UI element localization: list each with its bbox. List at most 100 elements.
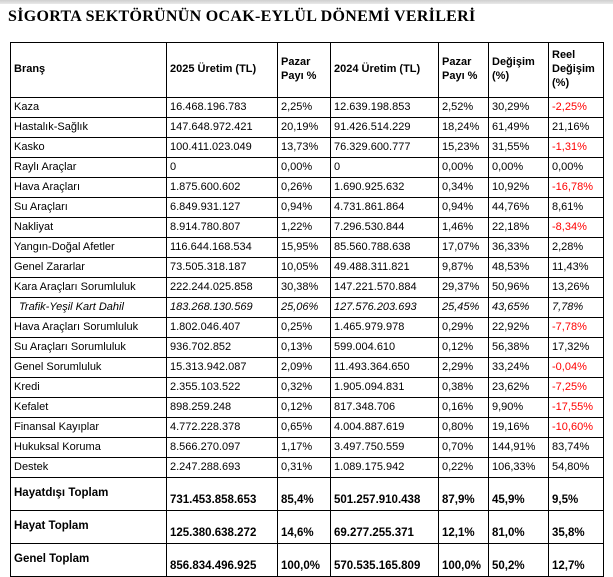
- table-row: Hukuksal Koruma 8.566.270.097 1,17% 3.497.7…: [10, 437, 604, 458]
- value-cell: 11,43%: [548, 257, 604, 278]
- value-cell: 127.576.203.693: [330, 297, 439, 318]
- value-cell: 83,74%: [548, 437, 604, 458]
- branch-name-cell: Kefalet: [10, 397, 167, 418]
- value-cell: 14,6%: [277, 510, 331, 544]
- branch-name-cell: Hukuksal Koruma: [10, 437, 167, 458]
- value-cell: 9,90%: [488, 397, 549, 418]
- value-cell: 85,4%: [277, 477, 331, 511]
- value-cell: 0,80%: [438, 417, 489, 438]
- value-cell: 50,2%: [488, 543, 549, 577]
- value-cell: 61,49%: [488, 117, 549, 138]
- value-cell: 106,33%: [488, 457, 549, 478]
- value-cell: 21,16%: [548, 117, 604, 138]
- value-cell: 48,53%: [488, 257, 549, 278]
- branch-name-cell: Kara Araçları Sorumluluk: [10, 277, 167, 298]
- table-body: Kaza 16.468.196.783 2,25% 12.639.198.853 2,5…: [10, 97, 604, 577]
- value-cell: 2,25%: [277, 97, 331, 118]
- table-row: Hayat Toplam 125.380.638.272 14,6% 69.277.2…: [10, 510, 604, 544]
- table-row: Genel Zararlar 73.505.318.187 10,05% 49.488…: [10, 257, 604, 278]
- branch-name-cell: Hava Araçları: [10, 177, 167, 198]
- value-cell: 0,94%: [277, 197, 331, 218]
- value-cell: 7,78%: [548, 297, 604, 318]
- branch-name-cell: Finansal Kayıplar: [10, 417, 167, 438]
- value-cell: 0: [330, 157, 439, 178]
- value-cell: 0,12%: [277, 397, 331, 418]
- value-cell: 731.453.858.653: [166, 477, 278, 511]
- value-cell: 8.914.780.807: [166, 217, 278, 238]
- table-row: Hava Araçları Sorumluluk 1.802.046.407 0,2…: [10, 317, 604, 338]
- table-row: Finansal Kayıplar 4.772.228.378 0,65% 4.004…: [10, 417, 604, 438]
- value-cell: 15,95%: [277, 237, 331, 258]
- table-row: Kasko 100.411.023.049 13,73% 76.329.600.777…: [10, 137, 604, 158]
- insurance-data-table: Branş 2025 Üretim (TL) Pazar Payı % 2024 Ür…: [10, 42, 604, 577]
- branch-name-cell: Kaza: [10, 97, 167, 118]
- value-cell: 0,12%: [438, 337, 489, 358]
- branch-name-cell: Hayatdışı Toplam: [10, 477, 167, 511]
- value-cell: 35,8%: [548, 510, 604, 544]
- value-cell: 0,16%: [438, 397, 489, 418]
- value-cell: 0,31%: [277, 457, 331, 478]
- branch-name-cell: Trafik-Yeşil Kart Dahil: [10, 297, 167, 318]
- value-cell: -2,25%: [548, 97, 604, 118]
- column-header-1: 2025 Üretim (TL): [166, 42, 278, 98]
- value-cell: 22,92%: [488, 317, 549, 338]
- top-window-strip: [0, 0, 613, 4]
- value-cell: 25,45%: [438, 297, 489, 318]
- value-cell: 1.690.925.632: [330, 177, 439, 198]
- branch-name-cell: Hastalık-Sağlık: [10, 117, 167, 138]
- value-cell: 15.313.942.087: [166, 357, 278, 378]
- branch-name-cell: Genel Sorumluluk: [10, 357, 167, 378]
- branch-name-cell: Su Araçları: [10, 197, 167, 218]
- value-cell: 12,1%: [438, 510, 489, 544]
- column-header-3: 2024 Üretim (TL): [330, 42, 439, 98]
- value-cell: 116.644.168.534: [166, 237, 278, 258]
- value-cell: 1.875.600.602: [166, 177, 278, 198]
- table-row: Hayatdışı Toplam 731.453.858.653 85,4% 501.…: [10, 477, 604, 511]
- value-cell: 54,80%: [548, 457, 604, 478]
- value-cell: 936.702.852: [166, 337, 278, 358]
- value-cell: 18,24%: [438, 117, 489, 138]
- value-cell: 30,38%: [277, 277, 331, 298]
- table-row: Su Araçları Sorumluluk 936.702.852 0,13% 59…: [10, 337, 604, 358]
- value-cell: 87,9%: [438, 477, 489, 511]
- table-row: Nakliyat 8.914.780.807 1,22% 7.296.530.844 1…: [10, 217, 604, 238]
- value-cell: 4.731.861.864: [330, 197, 439, 218]
- branch-name-cell: Yangın-Doğal Afetler: [10, 237, 167, 258]
- value-cell: 2.247.288.693: [166, 457, 278, 478]
- value-cell: 7.296.530.844: [330, 217, 439, 238]
- value-cell: 0,00%: [438, 157, 489, 178]
- value-cell: 10,92%: [488, 177, 549, 198]
- value-cell: -8,34%: [548, 217, 604, 238]
- value-cell: 44,76%: [488, 197, 549, 218]
- value-cell: 0,65%: [277, 417, 331, 438]
- value-cell: 0,29%: [438, 317, 489, 338]
- value-cell: 570.535.165.809: [330, 543, 439, 577]
- value-cell: 9,5%: [548, 477, 604, 511]
- value-cell: 817.348.706: [330, 397, 439, 418]
- value-cell: 30,29%: [488, 97, 549, 118]
- table-row: Hastalık-Sağlık 147.648.972.421 20,19% 91.4…: [10, 117, 604, 138]
- branch-name-cell: Genel Zararlar: [10, 257, 167, 278]
- branch-name-cell: Kredi: [10, 377, 167, 398]
- value-cell: 1.905.094.831: [330, 377, 439, 398]
- table-row: Kredi 2.355.103.522 0,32% 1.905.094.831 0,38…: [10, 377, 604, 398]
- value-cell: 73.505.318.187: [166, 257, 278, 278]
- value-cell: -1,31%: [548, 137, 604, 158]
- value-cell: 0,34%: [438, 177, 489, 198]
- value-cell: -17,55%: [548, 397, 604, 418]
- value-cell: 81,0%: [488, 510, 549, 544]
- table-row: Kaza 16.468.196.783 2,25% 12.639.198.853 2,5…: [10, 97, 604, 118]
- branch-name-cell: Kasko: [10, 137, 167, 158]
- value-cell: 0,00%: [277, 157, 331, 178]
- value-cell: 29,37%: [438, 277, 489, 298]
- value-cell: 13,26%: [548, 277, 604, 298]
- value-cell: 0,25%: [277, 317, 331, 338]
- table-row: Su Araçları 6.849.931.127 0,94% 4.731.861.8…: [10, 197, 604, 218]
- value-cell: 0: [166, 157, 278, 178]
- value-cell: 1.465.979.978: [330, 317, 439, 338]
- value-cell: 147.648.972.421: [166, 117, 278, 138]
- table-row: Yangın-Doğal Afetler 116.644.168.534 15,95…: [10, 237, 604, 258]
- table-row: Raylı Araçlar 0 0,00% 0 0,00% 0,00% 0,00%: [10, 157, 604, 178]
- value-cell: -16,78%: [548, 177, 604, 198]
- value-cell: 898.259.248: [166, 397, 278, 418]
